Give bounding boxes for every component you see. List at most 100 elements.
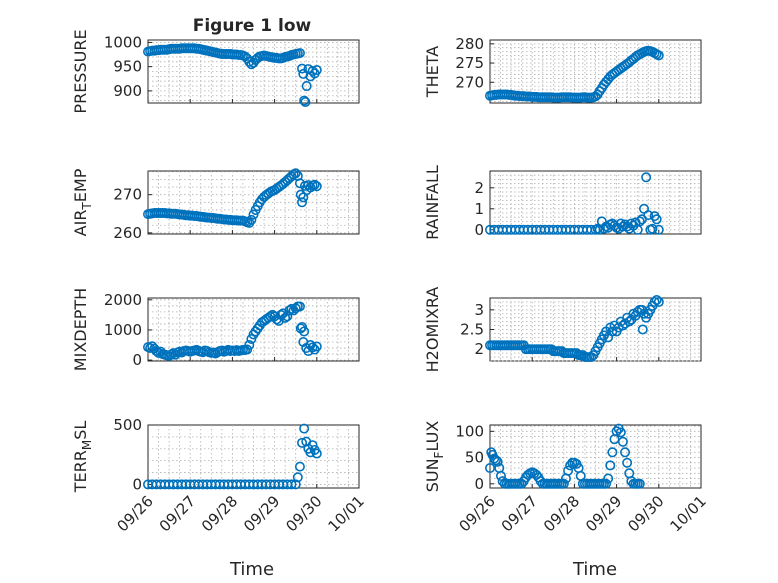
data-point xyxy=(647,223,658,234)
y-axis-label: THETA xyxy=(423,46,442,98)
data-point xyxy=(617,221,628,232)
x-tick-label: 09/27 xyxy=(156,492,199,535)
y-tick-label: 2 xyxy=(474,340,484,358)
data-point xyxy=(300,97,311,108)
y-tick-label: 1000 xyxy=(104,33,142,51)
data-point xyxy=(643,210,654,221)
y-tick-label: 900 xyxy=(113,82,142,100)
data-point xyxy=(624,316,635,327)
y-tick-label: 280 xyxy=(455,35,484,53)
y-tick-label: 2000 xyxy=(104,291,142,309)
data-point xyxy=(607,447,618,458)
data-point xyxy=(282,311,293,322)
data-point xyxy=(615,427,626,438)
data-point xyxy=(651,294,662,305)
data-point xyxy=(294,48,305,59)
data-point xyxy=(301,81,312,92)
data-point xyxy=(299,423,310,434)
y-tick-label: 1 xyxy=(474,200,484,218)
data-point xyxy=(307,440,318,451)
y-axis-label: RAINFALL xyxy=(423,165,442,240)
y-tick-label: 0 xyxy=(132,351,142,369)
data-point xyxy=(311,448,322,459)
y-tick-label: 3 xyxy=(474,301,484,319)
data-point xyxy=(297,437,308,448)
data-point xyxy=(563,465,574,476)
x-tick-label: 09/29 xyxy=(582,492,625,535)
data-point xyxy=(484,463,495,474)
data-point xyxy=(603,473,614,484)
y-axis-label: AIRTEMP xyxy=(71,168,94,236)
y-axis-label: PRESSURE xyxy=(71,29,90,113)
data-point xyxy=(290,168,301,179)
y-tick-label: 260 xyxy=(113,224,142,242)
data-point xyxy=(311,341,322,352)
data-point xyxy=(617,436,628,447)
x-tick-label: 10/01 xyxy=(325,492,368,535)
x-tick-label: 09/26 xyxy=(114,492,157,535)
data-point xyxy=(294,301,305,312)
x-tick-label: 09/30 xyxy=(282,492,325,535)
y-tick-label: 100 xyxy=(455,422,484,440)
data-point xyxy=(248,209,259,220)
data-point xyxy=(286,479,297,490)
data-point xyxy=(311,65,322,76)
x-tick-label: 09/29 xyxy=(240,492,283,535)
y-axis-label: H2OMIXRA xyxy=(423,287,442,373)
data-point xyxy=(307,66,318,77)
data-point xyxy=(280,312,291,323)
y-axis-label: TERRMSL xyxy=(71,421,94,494)
data-point xyxy=(244,56,255,67)
x-tick-label: 09/26 xyxy=(456,492,499,535)
subplot-mixdepth: 0 1000 2000 MIXDEPTH xyxy=(71,288,360,371)
data-point xyxy=(637,324,648,335)
data-point xyxy=(292,472,303,483)
data-point xyxy=(649,296,660,307)
data-point xyxy=(492,456,503,467)
data-point xyxy=(297,197,308,208)
data-point xyxy=(299,95,310,106)
x-axis-label-right: Time xyxy=(572,559,617,580)
y-tick-label: 0 xyxy=(474,221,484,239)
y-tick-label: 270 xyxy=(455,73,484,91)
data-point xyxy=(311,181,322,192)
x-tick-label: 09/30 xyxy=(624,492,667,535)
data-point xyxy=(558,478,569,489)
data-point xyxy=(634,478,645,489)
data-point xyxy=(284,305,295,316)
data-point xyxy=(601,478,612,489)
data-point xyxy=(297,63,308,74)
y-tick-label: 275 xyxy=(455,54,484,72)
subplot-rainfall: 0 1 2 RAINFALL xyxy=(423,165,702,240)
data-point xyxy=(641,172,652,183)
x-tick-label: 09/28 xyxy=(540,492,583,535)
y-axis-label: SUNFLUX xyxy=(423,421,446,493)
y-tick-label: 950 xyxy=(113,58,142,76)
x-tick-label: 09/27 xyxy=(498,492,541,535)
y-tick-label: 0 xyxy=(474,475,484,493)
data-point xyxy=(634,216,645,227)
data-point xyxy=(620,447,631,458)
x-axis-label-left: Time xyxy=(229,559,274,580)
data-point xyxy=(605,460,616,471)
data-point xyxy=(246,214,257,225)
subplot-h2omixra: 22.5 3 H2OMIXRA xyxy=(423,287,702,373)
data-point xyxy=(294,461,305,472)
x-tick-label: 09/28 xyxy=(198,492,241,535)
y-axis-label: MIXDEPTH xyxy=(71,288,90,371)
data-point xyxy=(622,457,633,468)
subplot-pressure: 900 950 1000 PRESSURE xyxy=(71,29,360,114)
y-tick-label: 2.5 xyxy=(460,321,484,339)
figure-title: Figure 1 low xyxy=(193,16,312,36)
y-tick-label: 1000 xyxy=(104,321,142,339)
data-point xyxy=(651,214,662,225)
y-tick-label: 500 xyxy=(113,416,142,434)
data-point xyxy=(653,50,664,61)
data-point xyxy=(653,296,664,307)
data-point xyxy=(653,224,664,235)
subplot-air-temp: 260 270 AIRTEMP xyxy=(71,168,360,242)
